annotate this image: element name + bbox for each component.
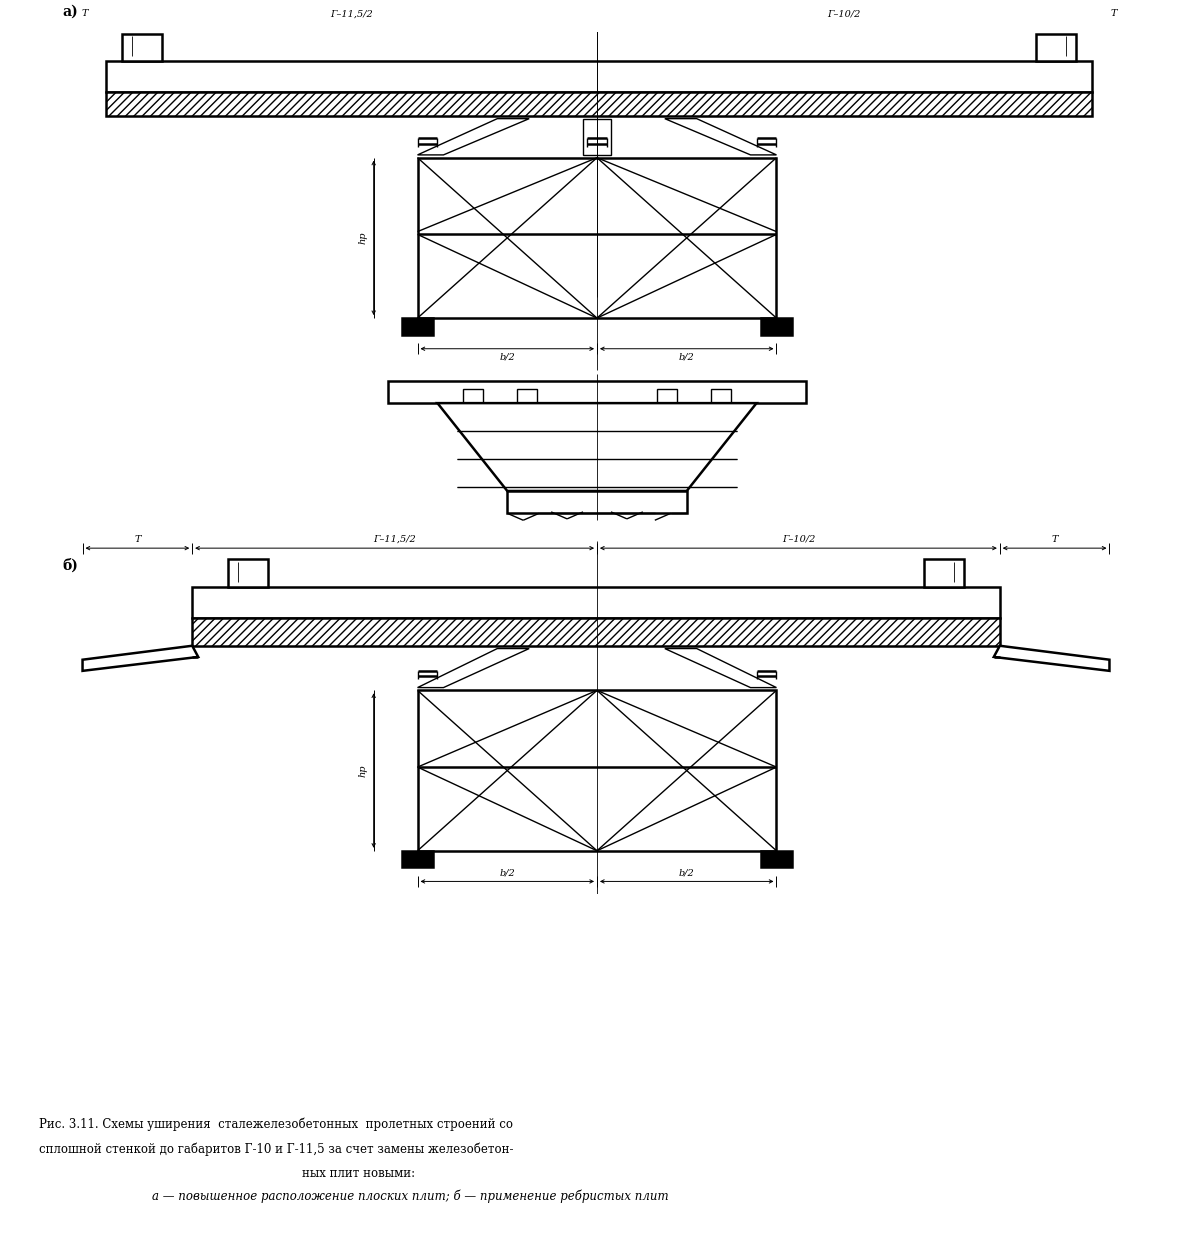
Bar	[402, 851, 434, 867]
Bar	[464, 390, 483, 403]
Text: T: T	[135, 534, 141, 544]
Text: T: T	[1051, 534, 1057, 544]
Polygon shape	[994, 646, 1110, 670]
Bar	[497, 1027, 696, 1082]
Bar	[387, 381, 806, 403]
Bar	[417, 157, 776, 318]
Polygon shape	[417, 648, 529, 688]
Polygon shape	[417, 119, 529, 155]
Polygon shape	[82, 646, 198, 670]
Text: Г–11,5/2: Г–11,5/2	[330, 9, 373, 19]
Bar	[924, 559, 964, 588]
Text: б): б)	[63, 558, 79, 573]
Text: сплошной стенкой до габаритов Г-10 и Г-11,5 за счет замены железобетон-: сплошной стенкой до габаритов Г-10 и Г-1…	[38, 1142, 514, 1155]
Polygon shape	[318, 929, 876, 1027]
Bar	[106, 92, 1092, 116]
Polygon shape	[437, 403, 757, 491]
Text: Рис. 3.11. Схемы уширения  сталежелезобетонных  пролетных строений со: Рис. 3.11. Схемы уширения сталежелезобет…	[38, 1117, 513, 1131]
Bar	[192, 588, 1000, 617]
Text: T: T	[1110, 9, 1117, 19]
Text: Г–11,5/2: Г–11,5/2	[373, 534, 416, 544]
Text: hр: hр	[359, 231, 367, 244]
Text: ных плит новыми:: ных плит новыми:	[302, 1168, 415, 1180]
Bar	[517, 390, 538, 403]
Bar	[123, 33, 162, 62]
Text: hр: hр	[359, 764, 367, 777]
Text: b/2: b/2	[499, 353, 515, 362]
Text: b/2: b/2	[679, 868, 695, 877]
Text: T: T	[81, 9, 88, 19]
Bar	[710, 390, 731, 403]
Bar	[657, 390, 677, 403]
Bar	[387, 907, 806, 929]
Bar	[760, 318, 793, 335]
Bar	[402, 318, 434, 335]
Text: а — повышенное расположение плоских плит; б — применение ребристых плит: а — повышенное расположение плоских плит…	[153, 1190, 669, 1204]
Bar	[508, 491, 687, 513]
Bar	[1036, 33, 1075, 62]
Bar	[106, 62, 1092, 92]
Bar	[192, 617, 1000, 646]
Polygon shape	[583, 119, 611, 155]
Bar	[228, 559, 268, 588]
Polygon shape	[665, 119, 776, 155]
Bar	[760, 851, 793, 867]
Bar	[473, 915, 497, 929]
Text: а): а)	[63, 4, 79, 19]
Polygon shape	[665, 648, 776, 688]
Text: b/2: b/2	[499, 868, 515, 877]
Text: Г–10/2: Г–10/2	[782, 534, 815, 544]
Text: b/2: b/2	[679, 353, 695, 362]
Bar	[701, 915, 725, 929]
Text: Г–10/2: Г–10/2	[827, 9, 861, 19]
Bar	[417, 690, 776, 851]
